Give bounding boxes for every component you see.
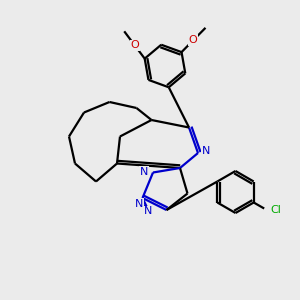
Text: N: N	[135, 199, 143, 209]
Text: O: O	[189, 35, 197, 45]
Text: N: N	[144, 206, 153, 217]
Text: N: N	[202, 146, 210, 157]
Text: Cl: Cl	[271, 205, 282, 215]
Text: O: O	[130, 40, 139, 50]
Text: N: N	[140, 167, 148, 177]
